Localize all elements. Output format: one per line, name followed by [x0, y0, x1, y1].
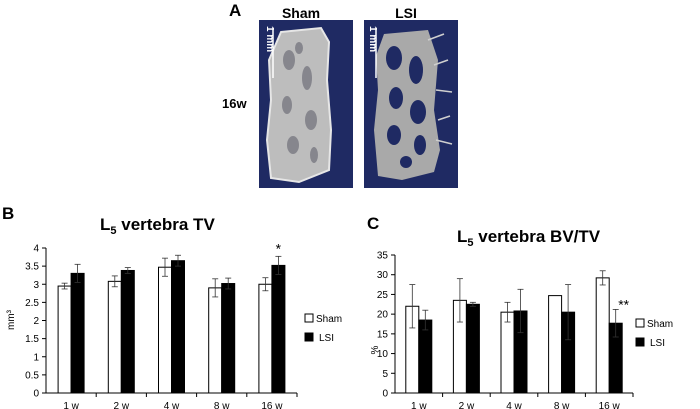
- y-tick-label: 35: [377, 251, 389, 262]
- bar-lsi: [171, 260, 185, 394]
- lsi-image-title: LSI: [395, 5, 417, 21]
- legend-label-sham: Sham: [316, 314, 342, 325]
- sham-scale-label: 1 mm: [264, 26, 275, 53]
- y-tick-label: 1: [33, 352, 39, 363]
- legend-label-sham: Sham: [647, 319, 673, 330]
- y-tick-label: 15: [377, 329, 389, 340]
- x-tick-label: 4 w: [164, 401, 180, 409]
- x-tick-label: 1 w: [411, 401, 427, 409]
- legend-swatch-sham: [304, 313, 314, 323]
- y-tick-label: 25: [377, 290, 389, 301]
- panel-b-letter: B: [2, 204, 14, 223]
- tv-bar-chart: B L5 vertebra TV mm³ 0 0.5 1 1.5 2 2.5 3 3.5 4 1 …: [2, 204, 342, 409]
- legend-label-lsi: LSI: [650, 338, 665, 349]
- bar-lsi: [418, 319, 433, 394]
- legend-label-lsi: LSI: [319, 333, 334, 344]
- lsi-scale-label: 1 mm: [367, 26, 378, 53]
- y-tick-label: 4: [33, 244, 39, 255]
- y-tick-label: 20: [377, 310, 389, 321]
- y-tick-label: 2.5: [25, 298, 39, 309]
- timepoint-row-label: 16w: [222, 96, 247, 111]
- significance-marker: *: [276, 240, 282, 256]
- x-tick-label: 8 w: [214, 401, 230, 409]
- y-tick-label: 0.5: [25, 370, 39, 381]
- x-tick-label: 2 w: [459, 401, 475, 409]
- y-tick-label: 10: [377, 349, 389, 360]
- bar-sham: [158, 266, 172, 394]
- y-tick-label: 0: [382, 389, 388, 400]
- bar-sham: [500, 311, 515, 394]
- x-tick-label: 2 w: [114, 401, 130, 409]
- lsi-bone-render: [364, 20, 458, 188]
- sham-bone-render: [259, 20, 353, 188]
- y-tick-label: 2: [33, 316, 39, 327]
- bar-lsi: [271, 264, 286, 394]
- panel-a-letter: A: [229, 1, 242, 20]
- chart-title: L5 vertebra TV: [100, 215, 215, 237]
- sham-image-title: Sham: [281, 5, 321, 21]
- sham-microct-image: 1 mm: [259, 20, 353, 188]
- x-tick-label: 8 w: [554, 401, 570, 409]
- x-tick-label: 1 w: [63, 401, 79, 409]
- bar-sham: [107, 280, 122, 394]
- x-tick-label: 4 w: [506, 401, 522, 409]
- x-tick-label: 16 w: [599, 401, 621, 409]
- legend-swatch-lsi: [304, 332, 314, 342]
- bar-sham: [208, 287, 223, 394]
- y-axis-label: mm³: [6, 309, 17, 330]
- significance-marker: **: [618, 296, 629, 312]
- y-tick-label: 0: [33, 389, 39, 400]
- legend-swatch-sham: [635, 318, 645, 328]
- x-tick-label: 16 w: [261, 401, 283, 409]
- y-tick-label: 5: [382, 369, 388, 380]
- bar-lsi: [221, 283, 236, 394]
- legend-swatch-lsi: [635, 337, 645, 347]
- lsi-microct-image: 1 mm: [364, 20, 458, 188]
- y-tick-label: 1.5: [25, 334, 39, 345]
- y-axis-label: %: [370, 345, 381, 354]
- bar-lsi: [120, 269, 135, 394]
- bar-sham: [57, 285, 72, 394]
- bar-lsi: [465, 303, 480, 394]
- bar-lsi: [70, 272, 85, 394]
- bvtv-bar-chart: C L5 vertebra BV/TV % 0 5 10 15 20 25 30 35 1 w 2…: [367, 214, 673, 409]
- chart-title: L5 vertebra BV/TV: [457, 227, 601, 249]
- bar-sham: [595, 277, 610, 394]
- bar-sham: [258, 283, 273, 394]
- bar-sham: [548, 295, 563, 394]
- y-tick-label: 3: [33, 280, 39, 291]
- y-tick-label: 30: [377, 270, 389, 281]
- panel-c-letter: C: [367, 214, 379, 233]
- y-tick-label: 3.5: [25, 262, 39, 273]
